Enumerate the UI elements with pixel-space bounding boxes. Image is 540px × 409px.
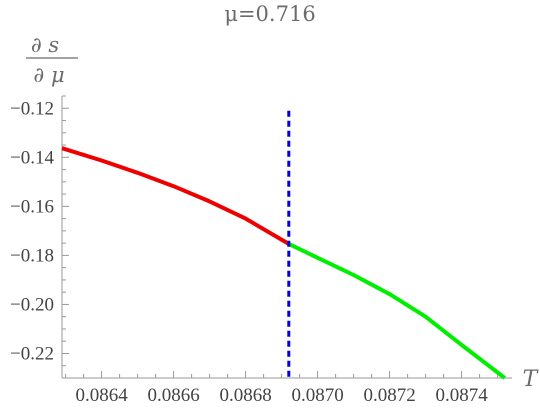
x-tick-label: 0.0864 <box>75 385 128 406</box>
x-tick-label: 0.0874 <box>435 385 488 406</box>
series-line-2 <box>287 242 507 380</box>
y-axis-label: ∂ s ∂ μ <box>26 33 78 87</box>
x-tick-label: 0.0870 <box>291 385 343 406</box>
y-tick-label: −0.22 <box>10 343 54 364</box>
y-tick-label: −0.18 <box>10 245 54 266</box>
x-tick-label: 0.0872 <box>363 385 415 406</box>
x-tick-label: 0.0868 <box>219 385 271 406</box>
series-group <box>61 110 507 380</box>
y-tick-label: −0.16 <box>10 196 54 217</box>
y-tick-label: −0.20 <box>10 294 54 315</box>
x-axis-label: T <box>523 367 540 392</box>
y-tick-label: −0.12 <box>10 98 54 119</box>
series-line-1 <box>61 146 290 246</box>
y-label-numerator: ∂ s <box>31 33 60 57</box>
x-tick-label: 0.0866 <box>147 385 199 406</box>
y-tick-label: −0.14 <box>10 147 54 168</box>
y-label-denominator: ∂ μ <box>33 63 64 87</box>
axes: 0.0864 0.0866 0.0868 0.0870 0.0872 0.0874 −0.1… <box>10 95 512 406</box>
chart-title: μ=0.716 <box>224 2 315 26</box>
